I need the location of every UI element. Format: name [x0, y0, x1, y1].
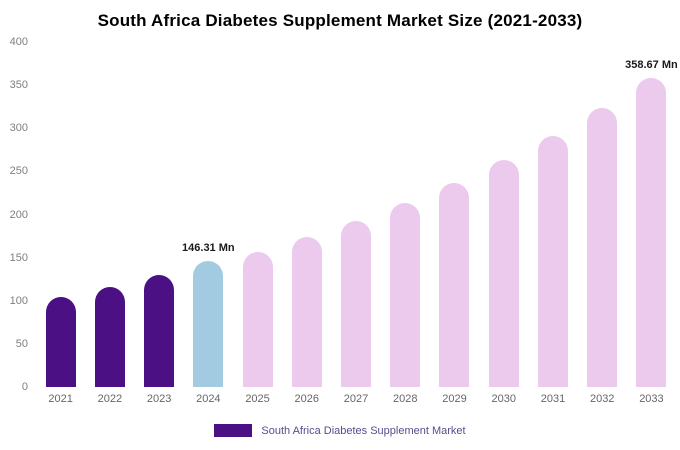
legend: South Africa Diabetes Supplement Market: [0, 424, 680, 437]
x-tick-label: 2030: [491, 393, 516, 405]
x-tick-label: 2027: [343, 393, 369, 405]
bar-slot: [381, 42, 430, 387]
chart-title: South Africa Diabetes Supplement Market …: [97, 11, 583, 30]
x-tick-label: 2029: [442, 393, 467, 405]
data-label: 358.67 Mn: [625, 58, 678, 71]
y-tick-label: 200: [9, 208, 28, 221]
y-tick-label: 400: [9, 36, 28, 48]
y-axis: 0 50 100 150 200 250 300 350 400: [0, 36, 30, 393]
bar-slot: [36, 42, 85, 387]
bar-2033[interactable]: [636, 77, 667, 387]
bar-slot: 146.31 Mn: [182, 42, 235, 387]
bar-slot: [282, 42, 331, 387]
bar-slot: [233, 42, 282, 387]
x-tick-label: 2022: [97, 393, 123, 405]
x-tick-label: 2025: [245, 393, 270, 405]
bar-2028[interactable]: [390, 203, 421, 387]
x-tick-label: 2032: [589, 393, 615, 405]
bar-slot: [331, 42, 380, 387]
y-tick-label: 150: [9, 251, 28, 264]
legend-label: South Africa Diabetes Supplement Market: [261, 424, 466, 437]
bar-2021[interactable]: [45, 297, 76, 387]
bar-slot: [430, 42, 479, 387]
bar-slot: [528, 42, 577, 387]
x-tick-label: 2031: [540, 393, 566, 405]
bar-2025[interactable]: [242, 251, 273, 387]
y-tick-label: 300: [9, 122, 28, 135]
bar-slot: [134, 42, 183, 387]
plot-area: 146.31 Mn 358.67 Mn: [36, 42, 678, 387]
x-tick-label: 2023: [146, 393, 172, 405]
bar-2029[interactable]: [439, 183, 470, 387]
legend-swatch: [214, 424, 253, 437]
bar-2027[interactable]: [341, 221, 372, 387]
bar-slot: 358.67 Mn: [625, 42, 678, 387]
x-tick-label: 2026: [294, 393, 320, 405]
y-tick-label: 0: [21, 381, 28, 393]
data-label: 146.31 Mn: [182, 241, 235, 254]
x-axis: 2021 2022 2023 2024 2025 2026 2027 2028 2029 2030…: [36, 393, 676, 405]
y-tick-label: 250: [9, 165, 28, 178]
bar-slot: [578, 42, 627, 387]
x-tick-label: 2021: [48, 393, 73, 405]
x-tick-label: 2024: [196, 393, 221, 405]
y-tick-label: 100: [9, 294, 28, 307]
bar-2023[interactable]: [144, 274, 175, 387]
bar-2024[interactable]: [193, 260, 224, 387]
y-tick-label: 50: [15, 337, 28, 350]
x-tick-label: 2028: [393, 393, 418, 405]
bar-2026[interactable]: [291, 236, 322, 387]
bar-2022[interactable]: [94, 286, 125, 387]
bar-slot: [85, 42, 134, 387]
bar-2032[interactable]: [587, 108, 618, 387]
bar-2031[interactable]: [537, 136, 568, 387]
x-tick-label: 2033: [639, 393, 664, 405]
bar-slot: [479, 42, 528, 387]
bar-2030[interactable]: [488, 160, 519, 387]
y-tick-label: 350: [9, 79, 28, 92]
